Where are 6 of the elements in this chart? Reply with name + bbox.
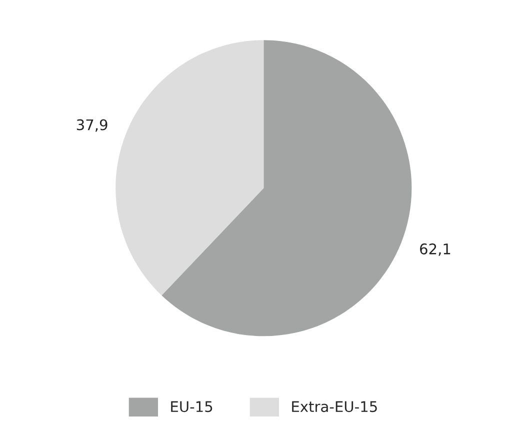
data-label: 37,9 bbox=[76, 119, 108, 132]
pie-slice bbox=[116, 40, 264, 296]
data-label: 62,1 bbox=[420, 243, 450, 256]
legend-label: EU-15 bbox=[171, 401, 212, 412]
legend-label: Extra-EU-15 bbox=[292, 401, 377, 412]
pie-slice bbox=[162, 40, 412, 336]
